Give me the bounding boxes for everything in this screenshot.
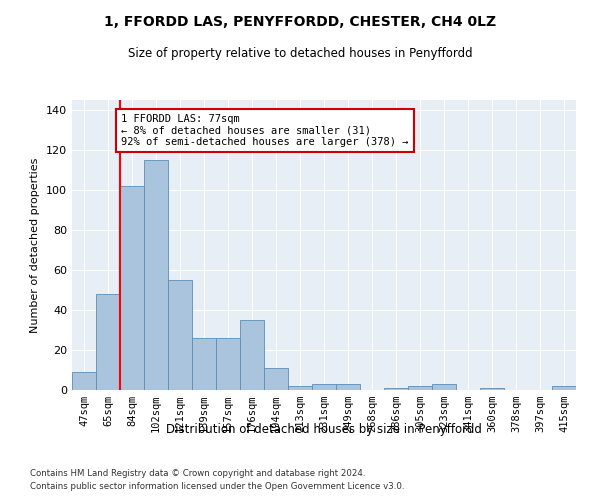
Bar: [168, 280, 192, 390]
Bar: [96, 294, 120, 390]
Bar: [144, 160, 168, 390]
Bar: [552, 386, 576, 390]
Text: 1 FFORDD LAS: 77sqm
← 8% of detached houses are smaller (31)
92% of semi-detache: 1 FFORDD LAS: 77sqm ← 8% of detached hou…: [121, 114, 409, 147]
Bar: [312, 384, 336, 390]
Bar: [216, 338, 240, 390]
Text: Size of property relative to detached houses in Penyffordd: Size of property relative to detached ho…: [128, 48, 472, 60]
Text: Contains public sector information licensed under the Open Government Licence v3: Contains public sector information licen…: [30, 482, 404, 491]
Y-axis label: Number of detached properties: Number of detached properties: [31, 158, 40, 332]
Text: 1, FFORDD LAS, PENYFFORDD, CHESTER, CH4 0LZ: 1, FFORDD LAS, PENYFFORDD, CHESTER, CH4 …: [104, 15, 496, 29]
Bar: [336, 384, 360, 390]
Bar: [240, 320, 264, 390]
Text: Distribution of detached houses by size in Penyffordd: Distribution of detached houses by size …: [166, 422, 482, 436]
Text: Contains HM Land Registry data © Crown copyright and database right 2024.: Contains HM Land Registry data © Crown c…: [30, 468, 365, 477]
Bar: [120, 186, 144, 390]
Bar: [72, 372, 96, 390]
Bar: [288, 386, 312, 390]
Bar: [432, 384, 456, 390]
Bar: [264, 368, 288, 390]
Bar: [408, 386, 432, 390]
Bar: [192, 338, 216, 390]
Bar: [480, 388, 504, 390]
Bar: [384, 388, 408, 390]
